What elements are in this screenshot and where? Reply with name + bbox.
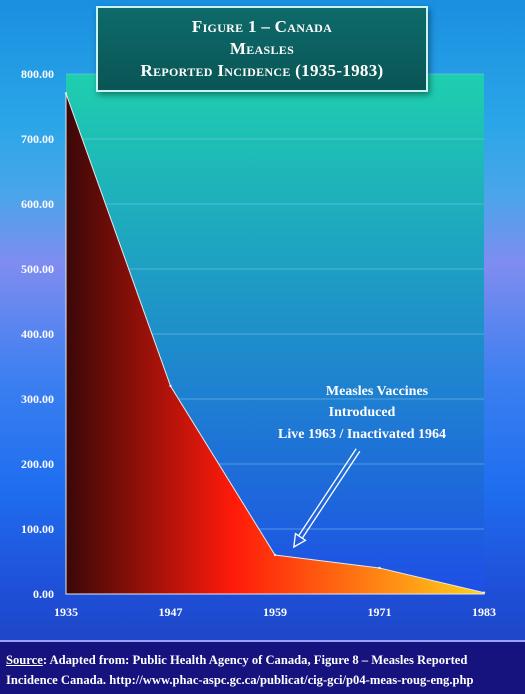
chart: 0.00 100.00 200.00 300.00 400.00 500.00 600.00… xyxy=(21,67,496,619)
chart-title-box: Figure 1 – Canada Measles Reported Incid… xyxy=(96,6,428,92)
arrow-shaft xyxy=(298,448,357,537)
y-tick-label: 800.00 xyxy=(21,67,54,81)
data-point xyxy=(273,553,277,557)
annotation-line-3: Live 1963 / Inactivated 1964 xyxy=(278,427,446,442)
chart-title-line-2: Measles xyxy=(229,39,295,58)
y-tick-label: 300.00 xyxy=(21,392,54,406)
y-tick-label: 500.00 xyxy=(21,262,54,276)
vaccine-annotation: Measles Vaccines Introduced Live 1963 / … xyxy=(278,384,446,549)
arrow-shaft xyxy=(301,450,361,539)
data-point xyxy=(482,591,486,594)
arrow-head xyxy=(293,532,307,549)
x-tick-label: 1959 xyxy=(263,605,287,619)
source-label: Source xyxy=(6,653,43,667)
data-point xyxy=(169,384,172,388)
y-tick-label: 400.00 xyxy=(21,327,54,341)
x-tick-label: 1935 xyxy=(54,605,78,619)
data-point xyxy=(378,566,381,570)
data-point xyxy=(64,92,68,95)
source-line-1: Source: Adapted from: Public Health Agen… xyxy=(6,650,519,670)
y-tick-label: 200.00 xyxy=(21,457,54,471)
source-footer: Source: Adapted from: Public Health Agen… xyxy=(0,640,525,694)
annotation-line-2: Introduced xyxy=(329,405,396,420)
data-points xyxy=(64,92,486,594)
x-tick-label: 1971 xyxy=(368,605,392,619)
x-tick-label: 1947 xyxy=(159,605,183,619)
source-line-1-text: : Adapted from: Public Health Agency of … xyxy=(42,653,468,667)
y-tick-label: 600.00 xyxy=(21,197,54,211)
annotation-line-1: Measles Vaccines xyxy=(326,384,429,399)
y-tick-label: 0.00 xyxy=(33,587,54,601)
source-line-2: Incidence Canada. http://www.phac-aspc.g… xyxy=(6,673,474,687)
chart-title-line-3: Reported Incidence (1935-1983) xyxy=(140,61,384,80)
annotation-arrow xyxy=(293,448,361,549)
y-tick-label: 700.00 xyxy=(21,132,54,146)
x-tick-label: 1983 xyxy=(472,605,496,619)
chart-title-line-1: Figure 1 – Canada xyxy=(191,17,333,36)
x-axis-ticks: 1935 1947 1959 1971 1983 xyxy=(54,605,496,619)
y-tick-label: 100.00 xyxy=(21,522,54,536)
y-axis-ticks: 0.00 100.00 200.00 300.00 400.00 500.00 600.00… xyxy=(21,67,54,601)
